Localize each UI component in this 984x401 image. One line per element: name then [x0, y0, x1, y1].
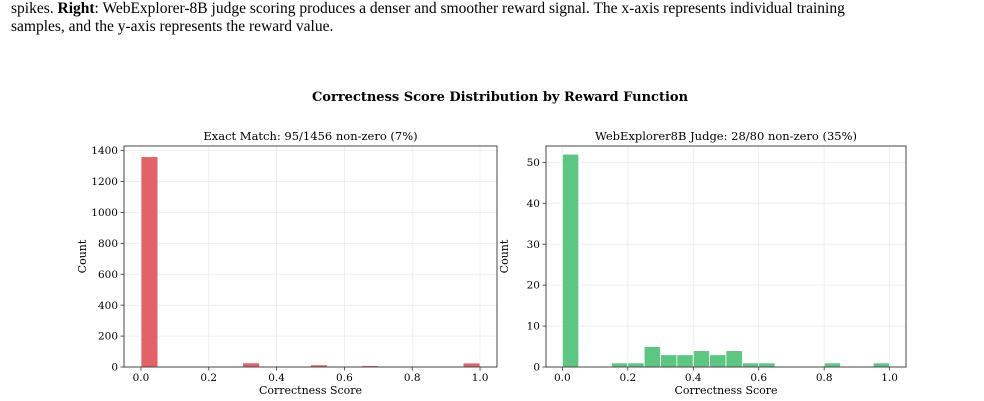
- caption-right-label: Right: [57, 0, 95, 17]
- judge-y-tick-label: 0: [533, 362, 540, 374]
- judge-bar: [676, 354, 694, 368]
- exact-match-y-tick-label: 600: [98, 269, 118, 281]
- judge-bar: [611, 362, 629, 368]
- exact-match-y-axis-label: Count: [76, 239, 89, 273]
- judge-y-axis-label: Count: [498, 239, 511, 273]
- judge-x-tick-label: 1.0: [881, 372, 898, 384]
- judge-bar: [709, 354, 727, 368]
- judge-y-tick-label: 20: [527, 280, 540, 292]
- judge-x-tick-label: 0.0: [554, 372, 571, 384]
- exact-match-x-tick-label: 0.8: [404, 372, 421, 384]
- exact-match-x-tick-label: 0.2: [200, 372, 217, 384]
- figure-caption: spikes. Right: WebExplorer-8B judge scor…: [11, 0, 979, 36]
- exact-match-y-tick-label: 400: [98, 300, 118, 312]
- exact-match-bar: [140, 156, 159, 368]
- judge-x-axis-label: Correctness Score: [674, 384, 777, 397]
- judge-x-tick-label: 0.4: [685, 372, 702, 384]
- judge-histogram: 0.0 0.2 0.4 0.6 0.8 1.0 0 10 20 30 40 50 WebExplorer…: [498, 129, 907, 397]
- exact-match-x-tick-label: 1.0: [472, 372, 489, 384]
- judge-bar: [692, 350, 711, 368]
- caption-line-1: spikes. Right: WebExplorer-8B judge scor…: [11, 0, 979, 18]
- judge-bar: [725, 350, 743, 368]
- exact-match-y-tick-label: 800: [98, 238, 118, 250]
- exact-match-y-tick-label: 1400: [91, 145, 118, 157]
- judge-bar: [561, 153, 580, 368]
- exact-match-y-tick-label: 0: [111, 362, 118, 374]
- exact-match-x-tick-label: 0.4: [268, 372, 285, 384]
- judge-x-tick-label: 0.6: [750, 372, 767, 384]
- exact-match-plot-frame: [123, 145, 498, 368]
- judge-x-tick-label: 0.2: [619, 372, 636, 384]
- exact-match-x-tick-label: 0.0: [133, 372, 150, 384]
- exact-match-bar: [242, 362, 261, 368]
- exact-match-y-tick-label: 200: [98, 331, 118, 343]
- judge-y-tick-label: 40: [527, 198, 540, 210]
- judge-bar: [643, 346, 661, 368]
- exact-match-x-axis-label: Correctness Score: [259, 384, 362, 397]
- judge-bar: [627, 362, 645, 368]
- exact-match-bar: [462, 362, 481, 368]
- exact-match-x-tick-label: 0.6: [336, 372, 353, 384]
- judge-bar: [741, 362, 760, 368]
- caption-line-2: samples, and the y-axis represents the r…: [11, 18, 334, 35]
- caption-line-1-end: : WebExplorer-8B judge scoring produces …: [94, 0, 845, 17]
- judge-subplot-title: WebExplorer8B Judge: 28/80 non-zero (35%…: [595, 129, 857, 143]
- exact-match-y-tick-label: 1000: [91, 207, 118, 219]
- judge-y-tick-label: 30: [527, 239, 540, 251]
- judge-plot-frame: [545, 145, 907, 368]
- judge-bar: [660, 354, 678, 368]
- exact-match-histogram: 0.0 0.2 0.4 0.6 0.8 1.0 0 200 400 600 800 1000 1200 1…: [76, 129, 498, 397]
- figure-title: Correctness Score Distribution by Reward…: [312, 90, 689, 105]
- caption-line-1-start: spikes.: [11, 0, 58, 17]
- judge-x-tick-label: 0.8: [816, 372, 833, 384]
- judge-bar: [872, 362, 891, 368]
- exact-match-y-tick-label: 1200: [91, 176, 118, 188]
- exact-match-subplot-title: Exact Match: 95/1456 non-zero (7%): [203, 129, 417, 143]
- judge-y-tick-label: 50: [527, 157, 540, 169]
- judge-y-tick-label: 10: [527, 321, 540, 333]
- judge-bar: [758, 362, 776, 368]
- judge-bar: [823, 362, 841, 368]
